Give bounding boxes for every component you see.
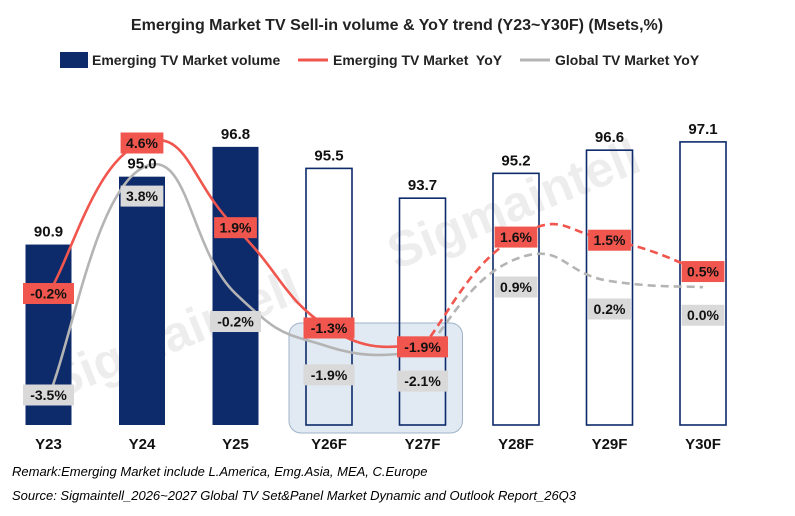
emerging-yoy-label-y26f-box — [303, 317, 355, 339]
bar-value-y24: 95.0 — [127, 156, 156, 173]
bar-value-y25: 96.8 — [221, 126, 250, 143]
global-yoy-label-y26f: -1.9% — [311, 367, 348, 383]
x-tick-y24: Y24 — [129, 436, 156, 453]
global-yoy-line-solid — [47, 163, 423, 398]
global-yoy-label-y23-box — [23, 384, 74, 406]
global-yoy-label-y25-box — [210, 311, 261, 333]
source-note: Source: Sigmaintell_2026~2027 Global TV … — [12, 488, 577, 503]
emerging-yoy-label-y23: -0.2% — [30, 286, 67, 302]
global-yoy-label-y26f-box — [303, 364, 355, 386]
watermark-text: Sigmaintell — [39, 258, 307, 410]
remark-note: Remark:Emerging Market include L.America… — [12, 464, 428, 479]
x-tick-y26f: Y26F — [311, 436, 347, 453]
x-tick-y30f: Y30F — [685, 436, 721, 453]
bar-value-y28f: 95.2 — [501, 152, 530, 169]
emerging-yoy-label-y25-box — [214, 217, 257, 239]
emerging-yoy-label-y27f-box — [397, 336, 448, 358]
global-yoy-label-y25: -0.2% — [217, 314, 254, 330]
watermark-text: Sigmaintell — [379, 128, 647, 280]
bar-y28f — [492, 172, 540, 426]
x-tick-y27f: Y27F — [405, 436, 441, 453]
emerging-yoy-label-y28f-box — [494, 226, 538, 248]
bar-y24 — [119, 176, 165, 425]
bar-value-y27f: 93.7 — [408, 177, 437, 194]
bar-value-y29f: 96.6 — [595, 129, 624, 146]
bar-y29f — [585, 149, 634, 426]
x-tick-y25: Y25 — [222, 436, 249, 453]
emerging-yoy-label-y28f: 1.6% — [500, 229, 532, 245]
global-yoy-label-y30f-box — [681, 304, 725, 326]
legend: Emerging TV Market volume Emerging TV Ma… — [60, 52, 700, 68]
bar-value-y30f: 97.1 — [688, 121, 717, 138]
global-yoy-label-y28f-box — [494, 276, 538, 298]
bar-value-y26f: 95.5 — [314, 147, 343, 164]
emerging-yoy-label-y29f-box — [588, 229, 631, 251]
legend-swatch-volume — [60, 52, 88, 68]
emerging-yoy-line-dashed — [421, 222, 704, 348]
data-labels: 90.9 95.0 96.8 95.5 93.7 95.2 96.6 97.1 -0.2% 4.6… — [23, 121, 725, 406]
global-yoy-label-y29f-box — [588, 298, 631, 320]
bar-y26f — [305, 167, 353, 426]
emerging-yoy-label-y26f: -1.3% — [311, 320, 348, 336]
x-tick-y23: Y23 — [35, 436, 62, 453]
emerging-yoy-label-y23-box — [23, 283, 74, 305]
emerging-yoy-label-y25: 1.9% — [220, 220, 252, 236]
emerging-yoy-label-y24: 4.6% — [126, 135, 158, 151]
global-yoy-label-y23: -3.5% — [30, 387, 67, 403]
bar-value-y23: 90.9 — [34, 224, 63, 241]
global-yoy-label-y27f-box — [397, 370, 448, 392]
legend-label-emerging-yoy: Emerging TV Market YoY — [333, 52, 503, 68]
global-yoy-label-y29f: 0.2% — [594, 301, 626, 317]
x-tick-y29f: Y29F — [592, 436, 628, 453]
emerging-yoy-label-y29f: 1.5% — [594, 232, 626, 248]
chart-title: Emerging Market TV Sell-in volume & YoY … — [131, 17, 663, 34]
global-yoy-label-y30f: 0.0% — [687, 307, 719, 323]
global-yoy-label-y24-box — [120, 185, 164, 207]
bar-y27f — [398, 197, 447, 426]
emerging-yoy-label-y24-box — [120, 132, 164, 154]
legend-label-global-yoy: Global TV Market YoY — [555, 52, 700, 68]
emerging-yoy-label-y27f: -1.9% — [404, 339, 441, 355]
bar-y30f — [679, 141, 727, 426]
global-yoy-label-y28f: 0.9% — [500, 279, 532, 295]
emerging-yoy-label-y30f: 0.5% — [687, 264, 719, 280]
global-yoy-label-y24: 3.8% — [126, 188, 158, 204]
x-axis-ticks: Y23 Y24 Y25 Y26F Y27F Y28F Y29F Y30F — [35, 436, 721, 453]
global-yoy-line-dashed — [421, 252, 704, 355]
x-tick-y28f: Y28F — [498, 436, 534, 453]
global-yoy-label-y27f: -2.1% — [404, 373, 441, 389]
bar-y25 — [212, 146, 259, 425]
emerging-yoy-label-y30f-box — [681, 261, 725, 283]
legend-label-volume: Emerging TV Market volume — [92, 52, 280, 68]
